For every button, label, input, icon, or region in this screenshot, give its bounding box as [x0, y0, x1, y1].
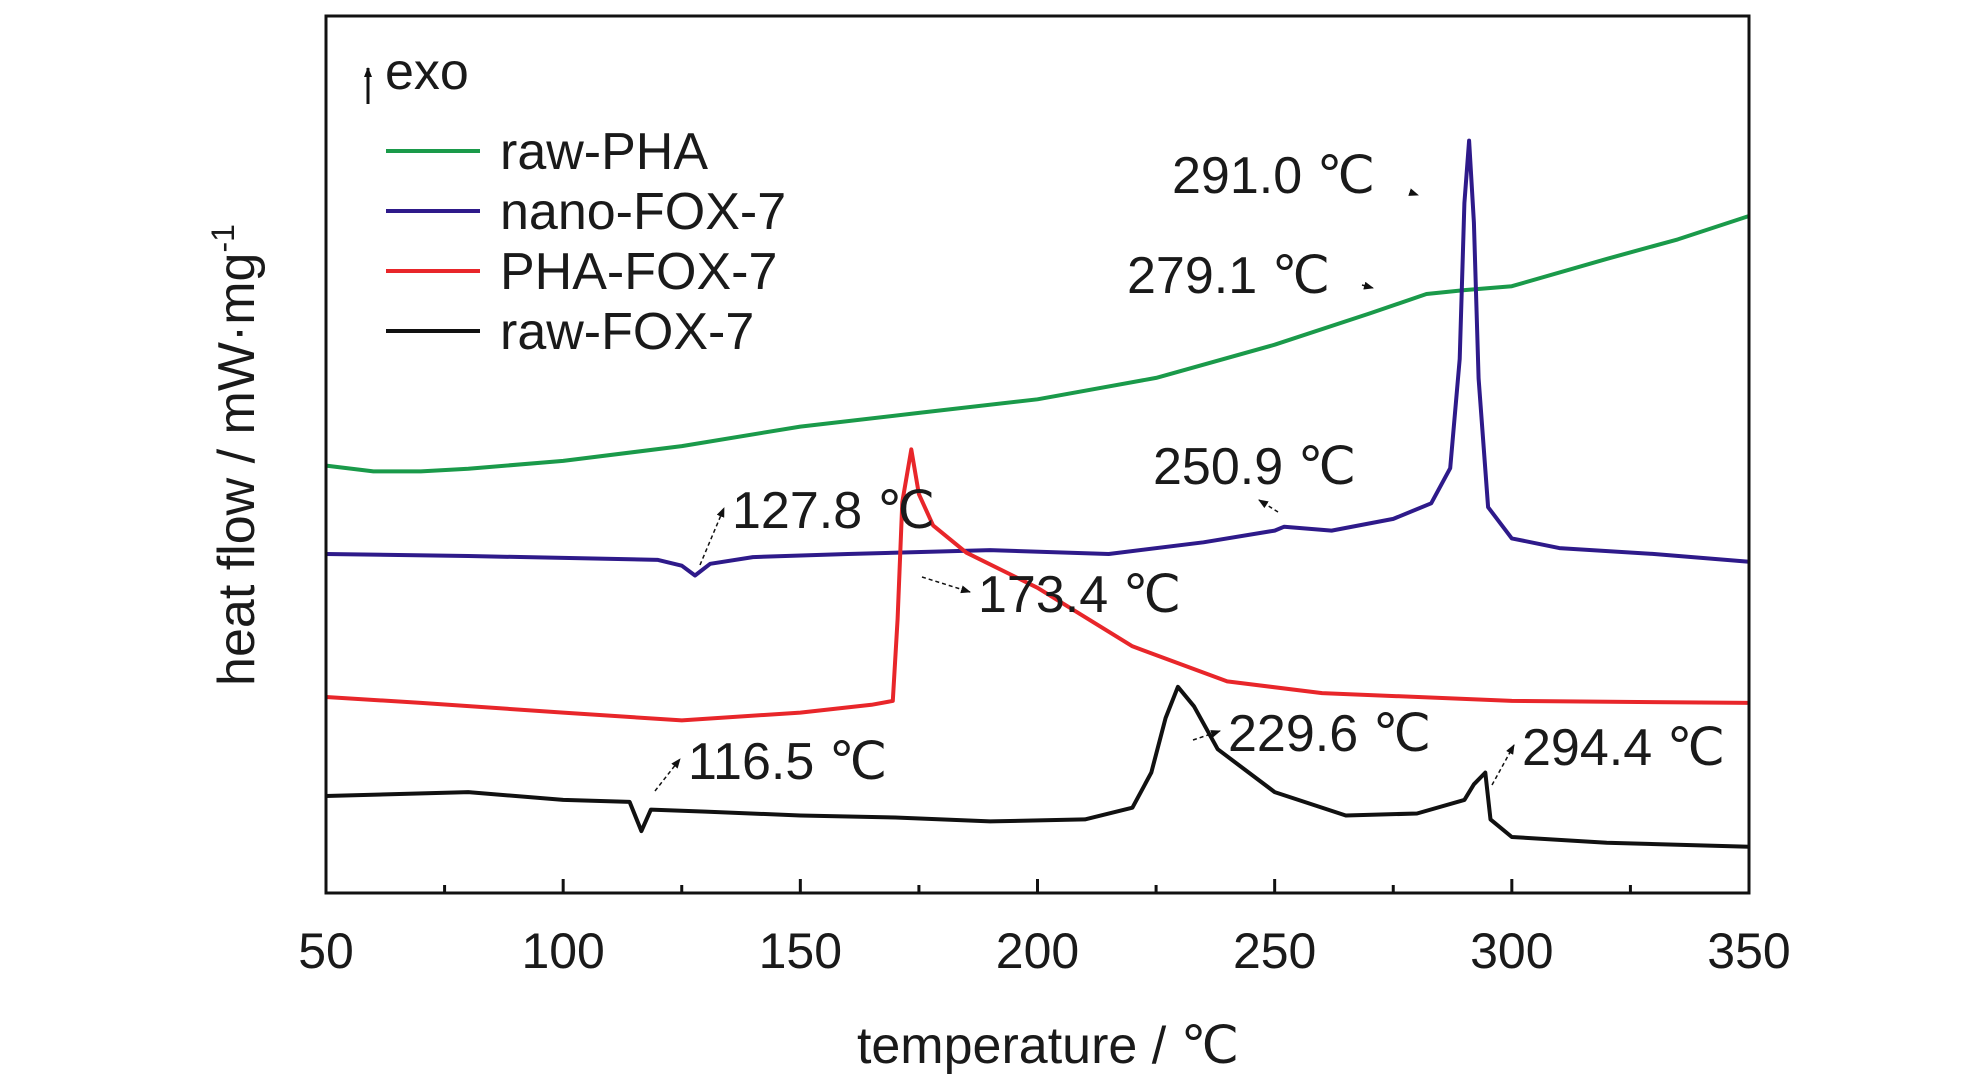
annotation-arrow: [1408, 188, 1419, 196]
annotations: 291.0 ℃ 279.1 ℃ 250.9 ℃ 127.8 ℃ 173.4 ℃ 116.5…: [654, 147, 1725, 792]
exo-indicator: exo: [364, 43, 469, 104]
y-axis-title: heat flow / mW·mg-1: [205, 224, 266, 686]
legend-label-raw-pha: raw-PHA: [500, 123, 708, 181]
legend-label-nano-fox-7: nano-FOX-7: [500, 183, 786, 241]
annotation-arrow: [921, 576, 971, 594]
annotation-arrow: [1361, 281, 1374, 290]
x-tick-label: 200: [996, 923, 1079, 979]
annotation-arrow: [1192, 730, 1221, 741]
x-tick-label: 250: [1233, 923, 1316, 979]
x-axis-ticks: [324, 879, 1751, 893]
annotation-label: 127.8 ℃: [732, 482, 935, 540]
exo-label: exo: [385, 43, 469, 101]
series-line-raw-pha: [325, 214, 1750, 474]
annotation-arrow: [1491, 744, 1515, 786]
plot-lines: [325, 138, 1750, 849]
annotation-label: 116.5 ℃: [688, 733, 887, 791]
annotation-label: 229.6 ℃: [1228, 705, 1431, 763]
annotation-arrow: [654, 758, 681, 792]
x-tick-label: 300: [1470, 923, 1553, 979]
x-tick-label: 100: [521, 923, 604, 979]
annotation-label: 173.4 ℃: [978, 566, 1181, 624]
y-axis-title-main: heat flow / mW·mg: [208, 253, 266, 686]
svg-text:heat flow / mW·mg-1: heat flow / mW·mg-1: [205, 224, 266, 686]
y-axis-title-superscript: -1: [205, 224, 241, 252]
annotation-label: 294.4 ℃: [1522, 719, 1725, 777]
x-tick-label: 150: [759, 923, 842, 979]
x-axis-tick-labels: 50 100 150 200 250 300 350: [298, 923, 1791, 979]
x-tick-label: 50: [298, 923, 354, 979]
annotation-label: 291.0 ℃: [1172, 147, 1375, 205]
annotation-label: 279.1 ℃: [1127, 247, 1330, 305]
legend-label-raw-fox-7: raw-FOX-7: [500, 303, 754, 361]
series-line-nano-fox-7: [325, 138, 1750, 578]
annotation-arrow: [699, 507, 725, 566]
legend-label-pha-fox-7: PHA-FOX-7: [500, 243, 777, 301]
x-axis-title: temperature / ℃: [857, 1017, 1239, 1075]
x-tick-label: 350: [1707, 923, 1790, 979]
annotation-label: 250.9 ℃: [1153, 438, 1356, 496]
series-line-pha-fox-7: [325, 447, 1750, 723]
series-line-raw-fox-7: [325, 684, 1750, 849]
annotation-arrow: [1258, 499, 1279, 513]
